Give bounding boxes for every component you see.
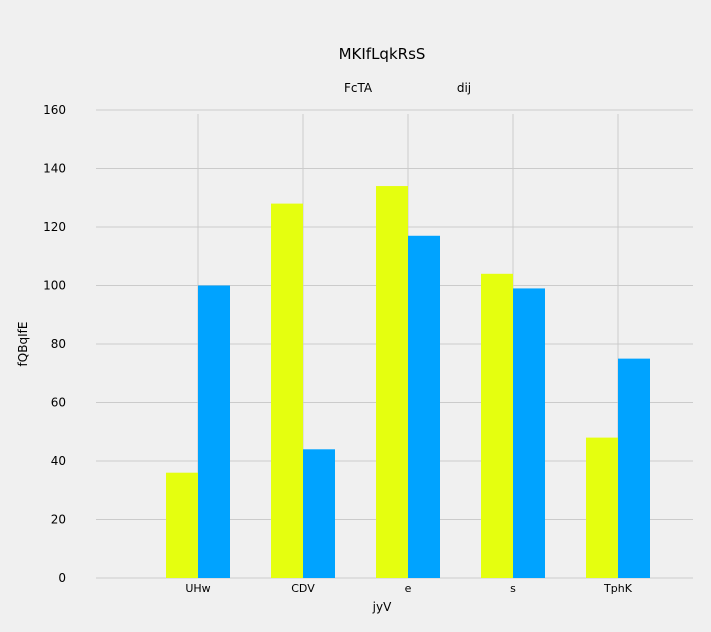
bar-series-2 bbox=[408, 235, 440, 578]
x-axis-label: jyV bbox=[372, 600, 392, 614]
y-tick-label: 20 bbox=[51, 513, 66, 527]
y-tick-label: 160 bbox=[43, 103, 66, 117]
x-tick-label: e bbox=[405, 582, 412, 595]
bars bbox=[166, 186, 650, 579]
bar-series-2 bbox=[618, 358, 650, 578]
legend-label-series-1: FcTA bbox=[344, 81, 373, 95]
legend: FcTA dij bbox=[344, 81, 471, 95]
x-tick-label: s bbox=[510, 582, 516, 595]
y-axis-ticks: 0 20 40 60 80 100 120 140 160 bbox=[43, 103, 66, 585]
x-axis-ticks: UHw CDV e s TphK bbox=[185, 582, 632, 595]
y-tick-label: 100 bbox=[43, 279, 66, 293]
y-tick-label: 60 bbox=[51, 396, 66, 410]
bar-series-2 bbox=[303, 449, 335, 578]
x-tick-label: TphK bbox=[603, 582, 633, 595]
x-tick-label: UHw bbox=[185, 582, 210, 595]
chart-title: MKIfLqkRsS bbox=[339, 45, 426, 63]
y-tick-label: 140 bbox=[43, 162, 66, 176]
x-tick-label: CDV bbox=[291, 582, 315, 595]
y-tick-label: 40 bbox=[51, 454, 66, 468]
bar-series-1 bbox=[481, 273, 513, 578]
bar-series-2 bbox=[198, 285, 230, 578]
y-tick-label: 80 bbox=[51, 337, 66, 351]
legend-label-series-2: dij bbox=[457, 81, 471, 95]
y-tick-label: 120 bbox=[43, 220, 66, 234]
bar-series-2 bbox=[513, 288, 545, 578]
bar-series-1 bbox=[376, 186, 408, 579]
bar-series-1 bbox=[271, 203, 303, 578]
y-tick-label: 0 bbox=[58, 571, 66, 585]
bar-series-1 bbox=[166, 472, 198, 578]
y-axis-label: fQBqIfE bbox=[16, 322, 30, 367]
bar-series-1 bbox=[586, 437, 618, 578]
